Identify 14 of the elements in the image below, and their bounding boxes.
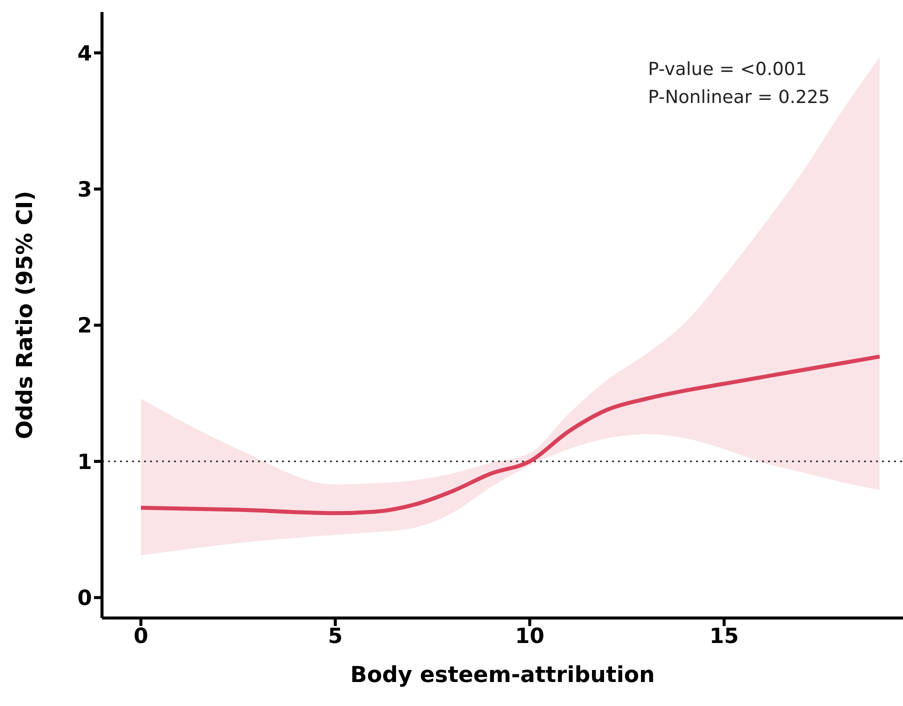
- y-tick-label: 3: [77, 177, 92, 202]
- line-series: [138, 354, 882, 516]
- x-axis-title: Body esteem-attribution: [350, 663, 655, 688]
- y-tick-label: 0: [77, 586, 92, 610]
- annotation: P-value = <0.001: [648, 58, 808, 82]
- annotation: P-Nonlinear = 0.225: [648, 86, 830, 110]
- x-tick-label: 10: [515, 624, 544, 648]
- x-tick-label: 5: [328, 624, 343, 648]
- y-tick-label: 4: [77, 41, 92, 66]
- x-tick-label: 15: [710, 624, 739, 648]
- y-tick-label: 2: [77, 314, 92, 338]
- y-tick-label: 1: [77, 450, 92, 474]
- x-tick-label: 0: [134, 624, 148, 648]
- y-axis-title: Odds Ratio (95% CI): [12, 190, 38, 440]
